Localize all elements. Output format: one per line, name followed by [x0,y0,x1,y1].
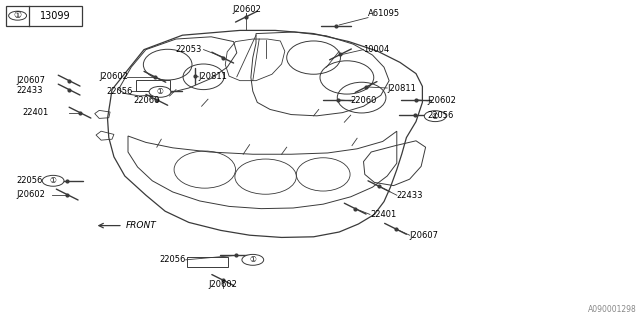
Text: 10004: 10004 [364,45,390,54]
Text: J20607: J20607 [16,76,45,85]
Text: 22060: 22060 [134,96,160,105]
Text: J20811: J20811 [387,84,416,92]
Circle shape [42,175,64,186]
Text: ①: ① [250,255,256,264]
Text: ①: ① [50,176,56,185]
Text: FRONT: FRONT [125,221,156,230]
Text: 22433: 22433 [397,191,423,200]
Text: J20811: J20811 [198,72,227,81]
Text: 22060: 22060 [351,96,377,105]
Text: 22056: 22056 [159,255,186,264]
Text: 13099: 13099 [40,11,71,21]
Text: 22056: 22056 [428,111,454,120]
Text: J20602: J20602 [16,190,45,199]
Circle shape [149,86,171,97]
Text: 22056: 22056 [107,87,133,96]
Text: J20607: J20607 [410,231,438,240]
Text: J20602: J20602 [99,72,128,81]
Text: 22056: 22056 [16,176,42,185]
Text: A61095: A61095 [368,9,400,18]
Text: 22401: 22401 [22,108,49,117]
Circle shape [242,254,264,265]
Text: ①: ① [13,11,22,20]
Bar [6,6,82,26]
Text: 22401: 22401 [370,210,396,219]
Text: J20602: J20602 [428,96,456,105]
Text: 22433: 22433 [16,86,42,95]
Text: ①: ① [432,112,438,121]
Circle shape [424,111,446,122]
Text: ①: ① [157,87,163,96]
Text: J20602: J20602 [208,280,237,289]
Text: J20602: J20602 [232,5,261,14]
Text: A090001298: A090001298 [588,305,637,314]
Text: 22053: 22053 [175,45,202,54]
